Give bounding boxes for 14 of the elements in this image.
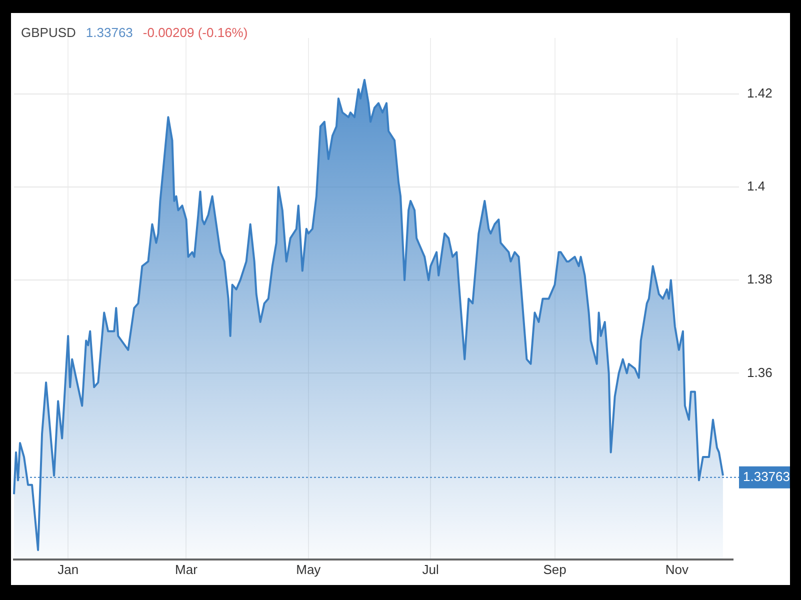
y-tick-label: 1.42	[747, 85, 772, 100]
chart-title: GBPUSD	[21, 25, 76, 40]
chart-subtitle: 1.33763	[86, 25, 133, 40]
x-tick-label: Jan	[58, 562, 79, 577]
annotation: -0.00209 (-0.16%)	[142, 25, 248, 40]
y-tick-label: 1.4	[747, 178, 766, 194]
y-tick-label: 1.38	[747, 272, 772, 287]
x-tick-label: Jul	[422, 562, 439, 577]
y-tick-label: 1.36	[747, 364, 772, 380]
x-tick-label: May	[296, 562, 322, 577]
ref-line-label: 1.33763	[743, 468, 790, 484]
x-tick-label: Sep	[543, 562, 566, 577]
x-tick-label: Nov	[665, 562, 689, 577]
x-tick-label: Mar	[175, 562, 198, 577]
